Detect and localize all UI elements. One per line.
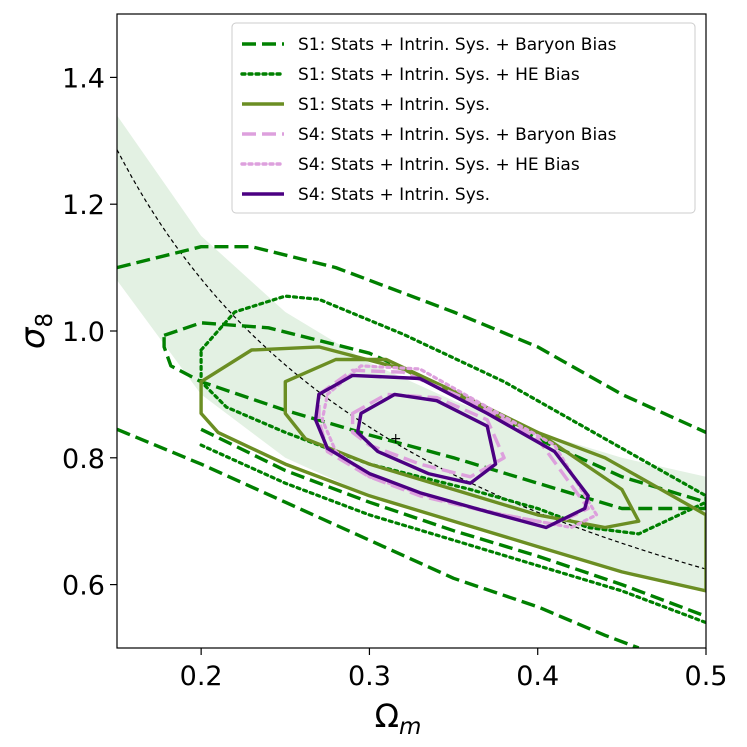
contour-s1-baryon-bias-95 (117, 245, 706, 434)
contour-s4-baseline-95 (313, 373, 590, 530)
legend-label-5: S4: Stats + Intrin. Sys. + HE Bias (298, 155, 580, 175)
x-axis-label-main: Ω (375, 697, 399, 735)
x-axis-label: Ωm (375, 697, 422, 740)
legend-label-4: S4: Stats + Intrin. Sys. + Baryon Bias (298, 125, 617, 145)
y-axis-label-sub: 8 (32, 313, 58, 328)
y-tick-label: 0.6 (62, 571, 105, 602)
contour-s1-baryon-bias-95-lower (117, 427, 640, 648)
x-tick-label: 0.4 (516, 661, 559, 692)
plot-area: + (117, 115, 706, 648)
contour-s4-baseline-68 (355, 392, 498, 485)
contour-s1-he-bias-95-lower (199, 443, 706, 625)
contour-s1-baryon-bias-68 (162, 321, 706, 511)
legend-label-2: S1: Stats + Intrin. Sys. + HE Bias (298, 65, 580, 85)
y-tick-label: 0.8 (62, 444, 105, 475)
degeneracy-curve (117, 149, 706, 570)
legend-label-6: S4: Stats + Intrin. Sys. (298, 185, 490, 205)
degeneracy-band (117, 115, 706, 591)
legend: S1: Stats + Intrin. Sys. + Baryon Bias S1… (231, 22, 696, 214)
y-axis-label: σ8 (13, 313, 58, 349)
legend-label-1: S1: Stats + Intrin. Sys. + Baryon Bias (298, 35, 617, 55)
contour-s1-he-bias-68 (199, 294, 706, 536)
x-axis-label-sub: m (399, 714, 421, 740)
y-tick-label: 1.2 (62, 190, 105, 221)
y-tick-label: 1.4 (62, 63, 105, 94)
legend-box (231, 22, 696, 214)
axis-ticks: 0.2 0.3 0.4 0.5 0.6 0.8 1.0 1.2 1.4 (62, 63, 727, 692)
contour-s1-baryon-bias-68-lower (200, 427, 706, 618)
x-tick-label: 0.3 (348, 661, 391, 692)
y-axis-label-main: σ (13, 326, 53, 349)
x-tick-label: 0.5 (685, 661, 728, 692)
y-tick-label: 1.0 (62, 317, 105, 348)
contour-s1-baseline-95 (199, 345, 706, 593)
contour-s1-baseline-68 (283, 357, 641, 530)
x-tick-label: 0.2 (180, 661, 223, 692)
fiducial-marker: + (390, 431, 402, 447)
legend-label-3: S1: Stats + Intrin. Sys. (298, 95, 490, 115)
